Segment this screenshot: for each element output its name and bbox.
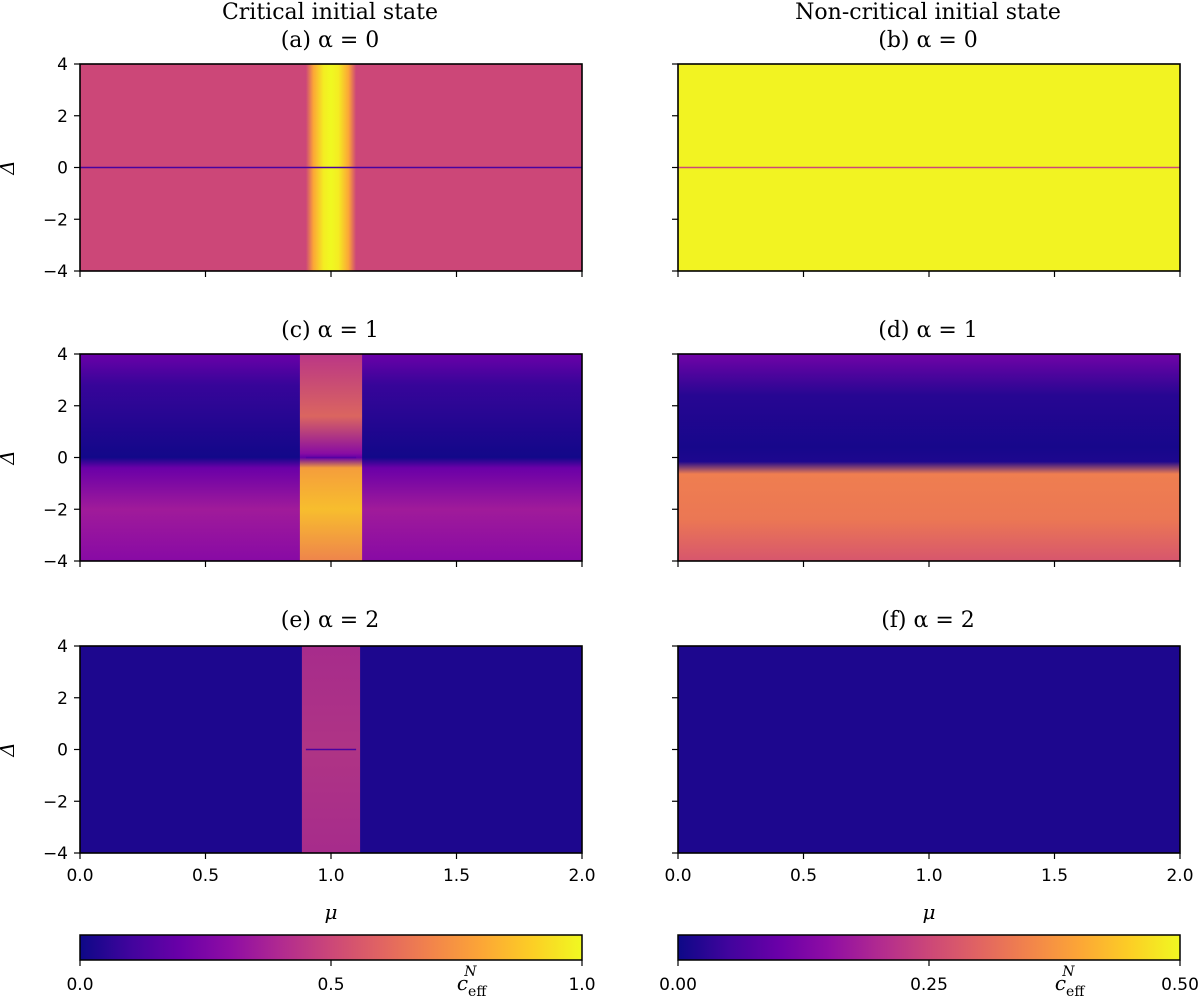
colorbar-tick-label: 1.0 <box>568 975 595 995</box>
y-axis-label: Δ <box>0 160 19 175</box>
column-title-noncritical: Non-critical initial state <box>795 0 1061 25</box>
y-tick-label: −2 <box>43 500 68 520</box>
colorbar-critical: 0.0 0.5 1.0 ceffN <box>66 934 596 1000</box>
colorbar-label: ceffN <box>1055 964 1085 1000</box>
heatmap-panel-a: 4 2 0 −2 −4 Δ <box>0 55 583 282</box>
colorbar-gradient <box>678 935 1180 960</box>
colorbar-gradient <box>80 935 582 960</box>
x-tick-label: 2.0 <box>1166 866 1193 886</box>
y-tick-label: 0 <box>57 741 68 761</box>
colorbar-label: ceffN <box>457 964 487 1000</box>
panel-title-e: (e) α = 2 <box>280 608 380 633</box>
y-tick-label: 0 <box>57 449 68 469</box>
panel-title-a: (a) α = 0 <box>280 28 380 53</box>
panel-title-b: (b) α = 0 <box>878 28 978 53</box>
y-tick-label: 2 <box>57 689 68 709</box>
heatmap-panel-b <box>672 63 1181 277</box>
x-tick-label: 1.0 <box>317 866 344 886</box>
x-axis-label: μ <box>325 900 338 924</box>
colorbar-noncritical: 0.00 0.25 0.50 ceffN <box>659 934 1199 1000</box>
heatmap-panel-c: 4 2 0 −2 −4 Δ <box>0 345 583 572</box>
colorbar-tick-label: 0.00 <box>659 975 697 995</box>
colorbar-tick-label: 0.0 <box>66 975 93 995</box>
y-tick-label: 2 <box>57 397 68 417</box>
heatmap-background <box>678 354 1180 561</box>
x-tick-label: 1.5 <box>1041 866 1068 886</box>
colorbar-tick-label: 0.50 <box>1161 975 1199 995</box>
y-tick-label: −4 <box>43 262 68 282</box>
y-tick-label: 4 <box>57 345 68 365</box>
panel-title-c: (c) α = 1 <box>281 318 379 343</box>
heatmap-panel-f: 0.0 0.5 1.0 1.5 2.0 μ <box>664 645 1194 924</box>
x-tick-label: 1.0 <box>915 866 942 886</box>
x-tick-label: 2.0 <box>568 866 595 886</box>
y-tick-label: −2 <box>43 210 68 230</box>
y-tick-label: 4 <box>57 55 68 75</box>
y-tick-label: 2 <box>57 107 68 127</box>
y-tick-label: 4 <box>57 637 68 657</box>
x-tick-label: 0.5 <box>790 866 817 886</box>
y-tick-label: −4 <box>43 844 68 864</box>
colorbar-tick-label: 0.25 <box>910 975 948 995</box>
colorbar-tick-label: 0.5 <box>317 975 344 995</box>
panel-title-f: (f) α = 2 <box>881 608 975 633</box>
y-tick-label: −4 <box>43 552 68 572</box>
x-axis-label: μ <box>923 900 936 924</box>
y-axis-label: Δ <box>0 450 19 465</box>
heatmap-panel-d <box>672 353 1181 567</box>
column-title-critical: Critical initial state <box>221 0 439 25</box>
x-tick-label: 1.5 <box>443 866 470 886</box>
x-tick-label: 0.0 <box>664 866 691 886</box>
y-tick-label: −2 <box>43 792 68 812</box>
heatmap-background <box>678 646 1180 853</box>
panel-title-d: (d) α = 1 <box>878 318 978 343</box>
y-tick-label: 0 <box>57 159 68 179</box>
x-tick-label: 0.0 <box>66 866 93 886</box>
x-tick-label: 0.5 <box>192 866 219 886</box>
y-axis-label: Δ <box>0 742 19 757</box>
heatmap-panel-e: 4 2 0 −2 −40.0 0.5 1.0 1.5 2.0 Δμ <box>0 637 596 924</box>
